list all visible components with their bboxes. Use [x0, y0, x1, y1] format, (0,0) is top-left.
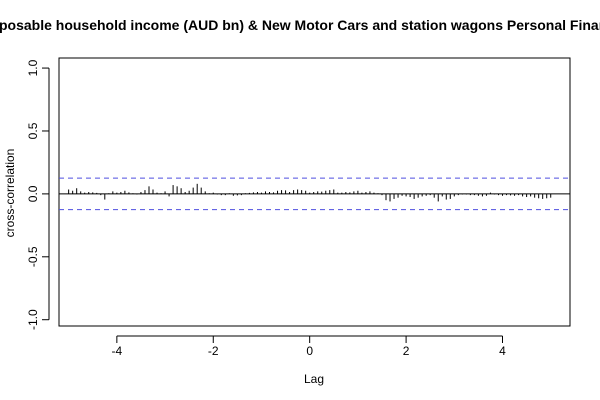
chart-title: Disposable household income (AUD bn) & N…: [0, 17, 600, 33]
x-tick-label: -4: [112, 344, 123, 358]
x-tick-label: 2: [403, 344, 410, 358]
y-tick-label: 0.0: [26, 185, 40, 202]
confidence-bounds: [59, 177, 570, 211]
plot-frame: [58, 57, 571, 327]
y-tick-label: 0.5: [26, 122, 40, 139]
y-tick-label: -1.0: [26, 309, 40, 330]
x-tick-label: 0: [306, 344, 313, 358]
x-tick-label: 4: [499, 344, 506, 358]
y-axis: -1.0 -0.5 0.0 0.5 1.0: [26, 59, 50, 330]
ccf-bars: [68, 183, 552, 202]
y-tick-label: -0.5: [26, 246, 40, 267]
x-axis-label: Lag: [304, 372, 324, 386]
x-tick-label: -2: [208, 344, 219, 358]
y-tick-label: 1.0: [26, 59, 40, 76]
x-axis: -4 -2 0 2 4: [112, 335, 506, 358]
y-axis-label: cross-correlation: [3, 149, 17, 238]
